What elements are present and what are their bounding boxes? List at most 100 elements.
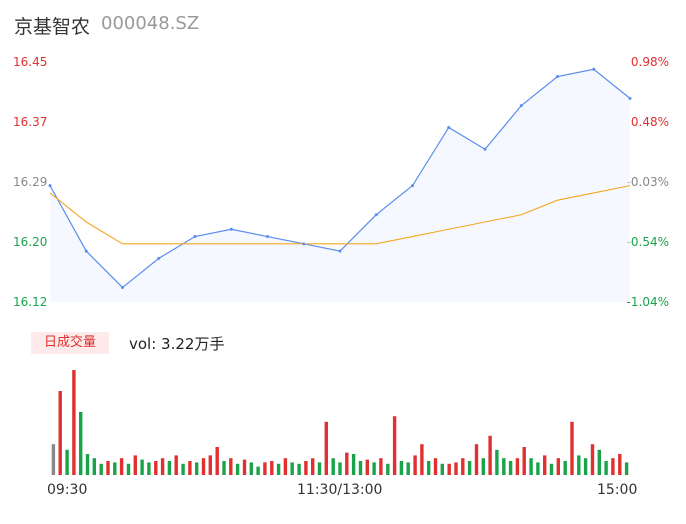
volume-bar (495, 449, 499, 475)
pct-tick-5: -1.04% (626, 295, 669, 309)
volume-bar (324, 421, 328, 475)
volume-bar (147, 462, 151, 475)
volume-bar (543, 455, 547, 475)
price-tick-3: 16.29 (13, 175, 48, 189)
volume-bar (597, 449, 601, 475)
volume-bar (392, 416, 397, 475)
price-point (592, 67, 596, 71)
volume-bar (263, 462, 267, 475)
volume-bar (51, 444, 56, 475)
price-tick-1: 16.45 (13, 55, 48, 69)
price-point (374, 213, 378, 217)
price-point (84, 249, 88, 253)
volume-bar (72, 370, 76, 475)
volume-bar (577, 455, 581, 475)
price-point (483, 147, 487, 151)
volume-bar (549, 463, 554, 475)
price-point (447, 125, 451, 129)
volume-bar (331, 458, 335, 475)
price-point (556, 75, 559, 79)
volume-bar (481, 458, 485, 475)
price-point (338, 249, 342, 253)
volume-bar (583, 458, 588, 475)
price-point (48, 184, 52, 188)
volume-bar (536, 462, 540, 475)
price-point (229, 227, 233, 231)
price-point (628, 96, 632, 100)
volume-bar (188, 461, 192, 475)
volume-bar (58, 391, 62, 475)
volume-bar (604, 461, 608, 475)
volume-tag[interactable]: 日成交量 (31, 332, 109, 354)
volume-bar (488, 435, 492, 475)
average-price-line (49, 185, 631, 245)
volume-bar (167, 461, 172, 475)
volume-bar (92, 458, 96, 475)
volume-bar (317, 462, 322, 475)
volume-bar (590, 444, 595, 475)
volume-bar (386, 463, 390, 475)
volume-bar (515, 458, 520, 475)
volume-bar (440, 463, 444, 475)
volume-bar (270, 461, 274, 475)
time-label-close: 15:00 (597, 482, 638, 498)
volume-bar (413, 455, 417, 475)
volume-bar (508, 461, 513, 475)
volume-bar (461, 458, 465, 475)
volume-bar (570, 421, 574, 475)
volume-bar (85, 454, 90, 475)
volume-bar (399, 461, 404, 475)
volume-bar (276, 463, 281, 475)
price-tick-5: 16.12 (13, 295, 48, 309)
volume-bar (249, 462, 253, 475)
volume-bar (433, 458, 438, 475)
price-point (411, 184, 414, 188)
volume-bar (229, 458, 233, 475)
pct-tick-4: -0.54% (626, 235, 669, 249)
price-point (519, 104, 523, 108)
volume-bar (208, 455, 212, 475)
volume-value: vol: 3.22万手 (129, 335, 225, 353)
volume-bar (215, 447, 219, 475)
stock-name: 京基智农 (14, 16, 91, 38)
volume-bar (181, 463, 185, 475)
volume-bar (304, 461, 308, 475)
volume-bar (201, 458, 206, 475)
volume-bar (474, 444, 479, 475)
time-label-midday: 11:30/13:00 (297, 482, 383, 498)
volume-bar (379, 458, 383, 475)
volume-bar (256, 466, 260, 475)
price-point (121, 285, 124, 289)
volume-bar (420, 444, 424, 475)
volume-bar (79, 412, 83, 475)
volume-bar (113, 462, 117, 475)
volume-bar (133, 455, 137, 475)
price-area (50, 69, 630, 302)
volume-bar (427, 461, 431, 475)
volume-bar (351, 454, 356, 475)
price-tick-4: 16.20 (13, 235, 48, 249)
price-point (193, 235, 197, 239)
volume-bar (502, 458, 506, 475)
volume-bar (174, 455, 178, 475)
volume-bar (345, 452, 349, 475)
volume-bar (160, 458, 165, 475)
volume-bar (338, 462, 342, 475)
pct-tick-2: 0.48% (630, 115, 669, 129)
pct-tick-3: -0.03% (626, 175, 669, 189)
volume-bar (283, 458, 288, 475)
volume-bar (290, 462, 294, 475)
volume-bar (372, 462, 376, 475)
volume-bar (242, 459, 247, 475)
volume-bar (311, 458, 315, 475)
volume-bar (154, 461, 158, 475)
volume-bar (454, 462, 458, 475)
volume-bar (140, 459, 144, 475)
volume-bar (556, 458, 560, 475)
volume-bar (195, 462, 199, 475)
volume-bar (65, 449, 69, 475)
price-point (157, 256, 161, 260)
volume-bar (618, 454, 622, 475)
volume-bar (563, 461, 567, 475)
